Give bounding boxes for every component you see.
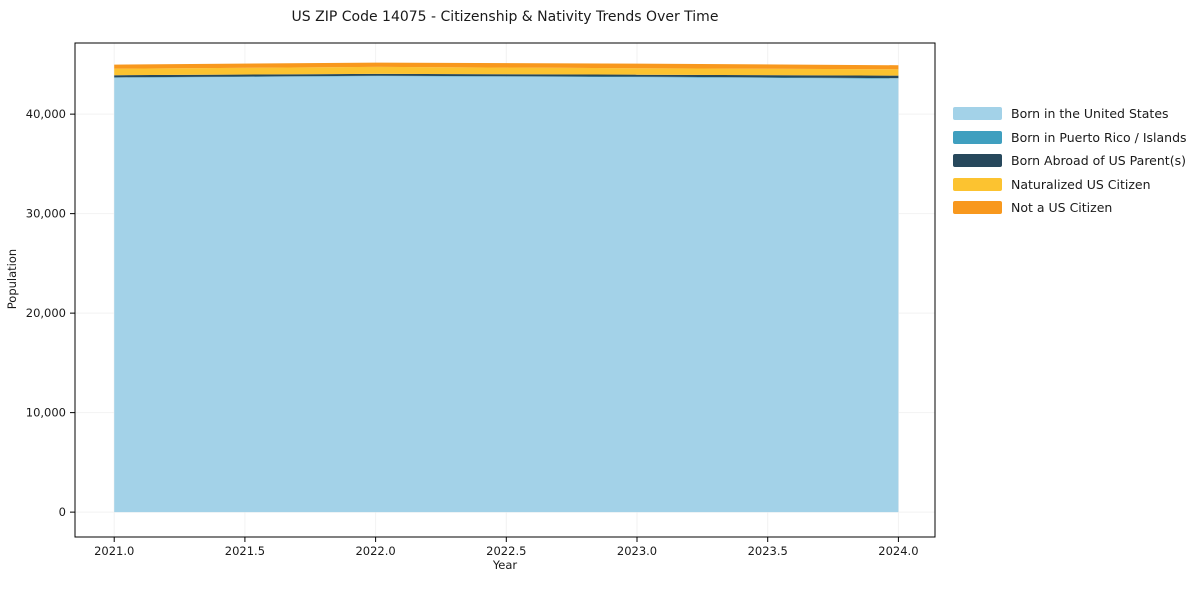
legend-label: Born Abroad of US Parent(s) xyxy=(1011,153,1186,169)
legend-item: Naturalized US Citizen xyxy=(953,173,1187,197)
area-series-born-abroad-of-us-parent-s xyxy=(114,73,899,79)
area-series-born-in-puerto-rico-islands xyxy=(114,75,899,79)
legend-swatch xyxy=(953,107,1002,121)
legend-item: Born in the United States xyxy=(953,102,1187,126)
legend: Born in the United States Born in Puerto … xyxy=(953,102,1187,220)
legend-item: Not a US Citizen xyxy=(953,196,1187,220)
x-tick-label: 2022.0 xyxy=(355,544,395,558)
legend-swatch xyxy=(953,201,1002,215)
x-tick-label: 2022.5 xyxy=(486,544,526,558)
area-series-born-in-the-united-states xyxy=(114,76,899,513)
legend-label: Naturalized US Citizen xyxy=(1011,176,1151,192)
area-series-not-a-us-citizen xyxy=(114,62,899,70)
x-tick-label: 2023.0 xyxy=(617,544,657,558)
legend-item: Born Abroad of US Parent(s) xyxy=(953,149,1187,173)
y-tick-label: 10,000 xyxy=(26,406,66,420)
x-tick-label: 2024.0 xyxy=(878,544,918,558)
legend-swatch xyxy=(953,154,1002,168)
plot-spines xyxy=(74,42,936,538)
legend-swatch xyxy=(953,177,1002,191)
x-tick-label: 2023.5 xyxy=(748,544,788,558)
y-tick-label: 20,000 xyxy=(26,306,66,320)
legend-label: Not a US Citizen xyxy=(1011,200,1113,216)
legend-swatch xyxy=(953,130,1002,144)
y-tick-label: 40,000 xyxy=(26,107,66,121)
x-tick-label: 2021.5 xyxy=(225,544,265,558)
area-series-naturalized-us-citizen xyxy=(114,66,899,76)
legend-label: Born in the United States xyxy=(1011,106,1169,122)
x-tick-label: 2021.0 xyxy=(94,544,134,558)
y-tick-label: 30,000 xyxy=(26,207,66,221)
legend-item: Born in Puerto Rico / Islands xyxy=(953,126,1187,150)
y-tick-label: 0 xyxy=(59,505,66,519)
x-axis-label: Year xyxy=(492,558,518,572)
chart-title: US ZIP Code 14075 - Citizenship & Nativi… xyxy=(291,9,719,25)
legend-label: Born in Puerto Rico / Islands xyxy=(1011,129,1187,145)
